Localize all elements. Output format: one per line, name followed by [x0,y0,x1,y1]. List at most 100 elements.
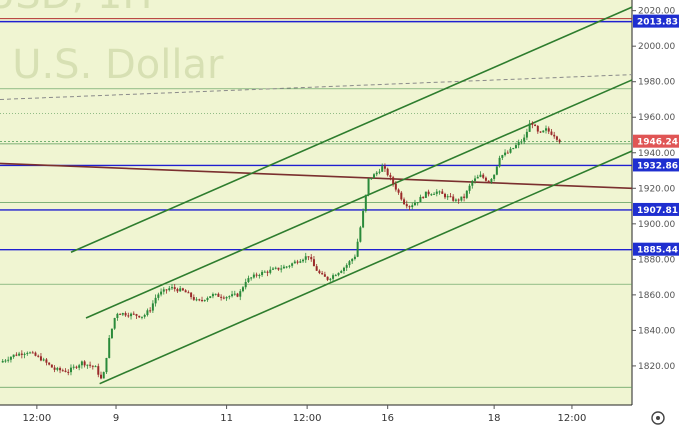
candle-body [474,178,477,181]
level-badge-label: 1907.81 [637,206,678,216]
channel-line[interactable] [70,6,633,253]
candle-body [53,367,56,370]
candle-body [250,277,253,279]
candle-body [528,123,531,132]
candle-body [170,287,173,289]
candle-body [367,178,370,195]
candle-body [326,276,329,280]
candle-body [266,271,269,273]
candle-body [288,265,291,267]
candle-body [534,124,537,127]
candle-body [342,267,345,272]
candle-body [132,313,135,315]
candle-body [160,291,163,295]
candle-body [121,313,124,315]
candle-body [140,316,143,318]
channel-line[interactable] [85,79,633,319]
candle-body [329,278,332,280]
candle-body [83,361,86,366]
candle-body [86,364,89,366]
candle-body [100,374,103,379]
watermark-line2: / U.S. Dollar [0,42,224,88]
candle-body [476,176,479,179]
candle-body [228,296,231,298]
candle-body [318,270,321,274]
candle-body [198,299,201,301]
candle-body [553,134,556,137]
candle-body [523,137,526,142]
trend-line[interactable] [0,162,633,190]
candle-body [272,268,275,270]
candle-body [217,293,220,297]
candle-body [184,290,187,293]
candle-body [408,206,411,208]
candle-body [258,275,261,277]
candle-body [443,193,446,198]
candle-body [299,261,302,263]
candle-body [506,152,509,154]
y-tick-label: 1860.00 [638,291,675,301]
candle-body [392,177,395,184]
candle-body [110,328,113,338]
settings-button[interactable] [651,411,665,425]
candle-body [138,315,141,318]
candle-body [536,126,539,132]
candle-body [463,196,466,198]
candle-body [307,256,310,258]
candle-body [411,205,414,208]
x-tick-label: 9 [113,413,119,424]
candle-body [34,352,37,356]
candle-body [7,359,10,361]
candle-body [484,177,487,181]
candle-body [375,172,378,175]
candle-body [337,272,340,276]
x-tick-label: 12:00 [558,413,587,424]
candle-body [108,337,111,358]
candle-body [345,265,348,268]
candle-body [206,297,209,301]
candle-body [45,359,48,363]
y-tick-label: 1960.00 [638,113,675,123]
candle-body [255,274,258,276]
candle-body [61,370,64,372]
candle-body [20,353,23,355]
candle-body [75,366,78,368]
candle-body [130,313,133,317]
candle-body [457,199,460,201]
level-badge [633,158,679,172]
candle-body [181,288,184,291]
candle-body [50,364,53,368]
candle-body [165,289,168,291]
candle-body [15,354,18,356]
candle-body [116,313,119,319]
candle-body [356,241,359,257]
candle-body [435,191,438,194]
channel-line[interactable] [99,150,633,385]
candle-body [353,256,356,259]
candle-body [545,128,548,131]
overlay: 1946.24 2013.83 1932.86 1907.81 1885.44 [633,14,679,256]
y-tick-label: 1920.00 [638,184,675,194]
candle-body [23,353,26,355]
candle-body [4,360,7,362]
level-badge [633,202,679,216]
candle-body [91,365,94,367]
candle-body [105,357,108,373]
candle-body [239,291,242,297]
candle-body [433,193,436,195]
candle-body [550,131,553,135]
y-tick-label: 1820.00 [638,362,675,372]
x-tick-label: 12:00 [22,413,51,424]
candle-body [146,310,149,315]
candle-body [214,293,217,295]
candle-body [127,315,130,317]
candle-body [512,148,515,150]
watermark-line1: USD, 1H [0,0,152,18]
candle-body [203,300,206,302]
candle-body [149,310,152,312]
candle-body [236,293,239,297]
candle-body [493,174,496,179]
candle-body [39,356,42,361]
